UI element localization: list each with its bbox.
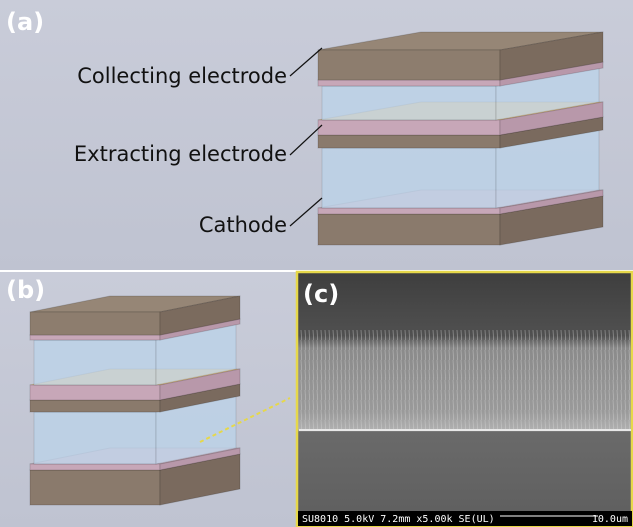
bottom-slab-side <box>499 195 604 246</box>
top-slab-front <box>317 49 501 81</box>
top-film-front <box>29 334 161 341</box>
zoom-pointer <box>199 397 291 443</box>
panel-label: (c) <box>303 280 339 308</box>
mid-slab-side <box>159 383 241 413</box>
top-film-side <box>499 61 604 87</box>
panel-label: (a) <box>6 8 44 36</box>
lower-gap-front <box>33 411 157 465</box>
top-slab-front <box>29 311 161 336</box>
nanotube-film <box>300 330 630 430</box>
extract-plate-front <box>317 119 501 136</box>
bottom-film-side <box>499 189 604 215</box>
info-bar <box>298 511 632 526</box>
top-slab-side <box>499 31 604 81</box>
device-b <box>29 295 241 506</box>
panel-label: (b) <box>6 276 45 304</box>
layer-label: Extracting electrode <box>74 142 287 166</box>
top-slab-side <box>159 295 241 336</box>
bottom-slab-side <box>159 453 241 506</box>
pointers <box>289 47 323 227</box>
layer-label: Collecting electrode <box>77 64 287 88</box>
sem-info: SU8010 5.0kV 7.2mm x5.00k SE(UL) <box>302 514 495 525</box>
layer-label: Cathode <box>199 213 287 237</box>
scale-label: 10.0um <box>592 514 628 525</box>
mid-slab-side <box>499 116 604 149</box>
bottom-slab-front <box>29 469 161 506</box>
top-film-side <box>159 318 241 341</box>
device-a <box>317 31 604 246</box>
bottom-film-front <box>317 207 501 215</box>
extract-plate-side <box>159 368 241 401</box>
mid-slab-front <box>29 399 161 413</box>
bottom-film-side <box>159 447 241 471</box>
lower-gap-front <box>321 147 497 209</box>
extract-plate-front <box>29 384 161 401</box>
mid-slab-front <box>317 134 501 149</box>
bottom-slab-front <box>317 213 501 246</box>
upper-gap-front <box>33 339 157 386</box>
upper-gap-front <box>321 85 497 121</box>
extract-plate-side <box>499 101 604 136</box>
top-film-front <box>317 79 501 87</box>
bottom-film-front <box>29 463 161 471</box>
